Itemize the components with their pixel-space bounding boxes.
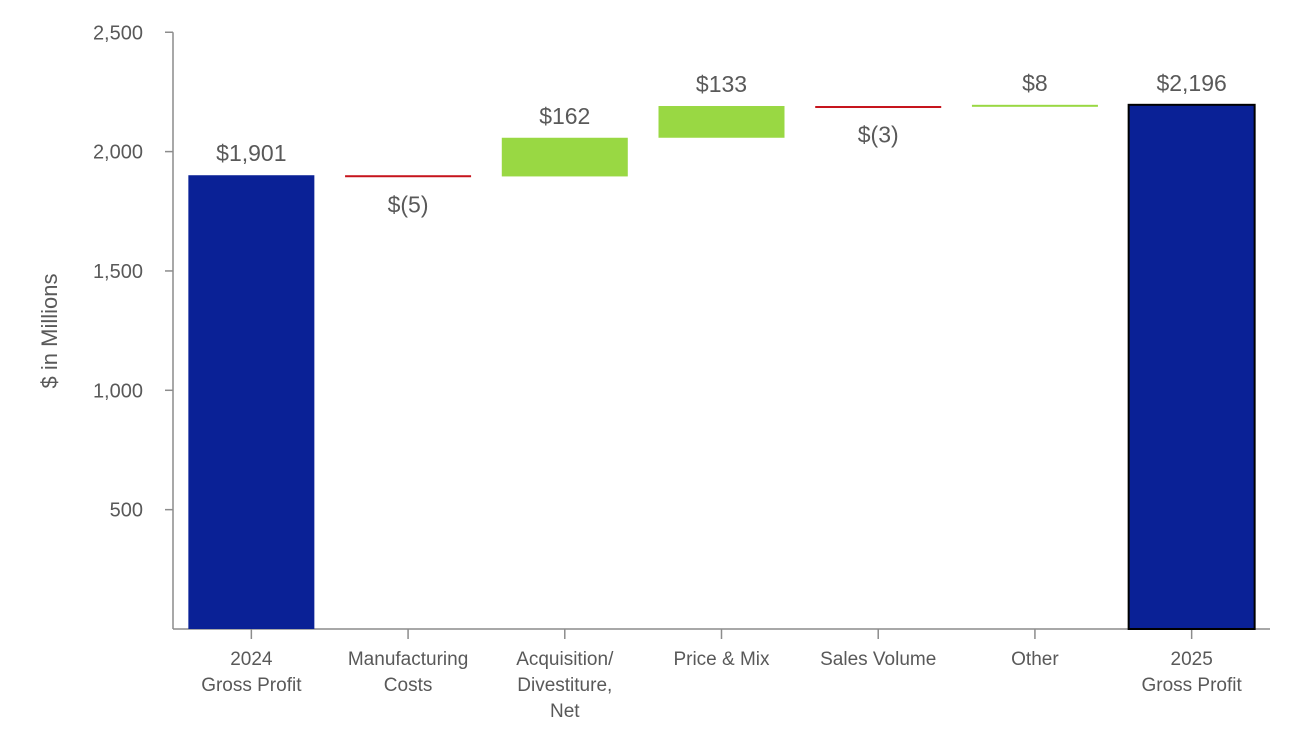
- category-label-line: Net: [550, 701, 580, 722]
- data-label: $8: [1022, 70, 1048, 96]
- category-label: 2025 Gross Profit: [1141, 649, 1242, 696]
- category-label-line: Gross Profit: [201, 675, 302, 696]
- category-label-line: Sales Volume: [820, 649, 936, 670]
- y-axis-title: $ in Millions: [37, 274, 62, 389]
- category-label-line: Manufacturing: [348, 649, 468, 670]
- category-label: Price & Mix: [673, 649, 770, 670]
- data-label: $(3): [858, 122, 899, 148]
- y-tick-label: 500: [110, 500, 143, 522]
- category-label: 2024 Gross Profit: [201, 649, 302, 696]
- category-label: Sales Volume: [820, 649, 936, 670]
- category-label-line: Acquisition/: [516, 649, 614, 670]
- data-label: $162: [539, 103, 590, 129]
- bar-increase: [971, 104, 1098, 107]
- data-label: $133: [696, 71, 747, 97]
- bar-decrease: [815, 106, 942, 109]
- y-tick-label: 1,000: [93, 380, 143, 402]
- bar-total: [188, 175, 315, 629]
- category-label: Acquisition/Divestiture, Net: [516, 649, 614, 722]
- y-tick-label: 2,500: [93, 22, 143, 44]
- data-label: $1,901: [216, 140, 286, 166]
- bar-total: [1127, 103, 1256, 630]
- category-label: Other: [1011, 649, 1059, 670]
- category-label-line: 2024: [230, 649, 273, 670]
- category-label-line: 2025: [1171, 649, 1213, 670]
- category-label-line: Costs: [384, 675, 433, 696]
- category-label: Manufacturing Costs: [348, 649, 468, 696]
- category-label-line: Other: [1011, 649, 1059, 670]
- bar-decrease: [345, 175, 472, 178]
- category-label-line: Price & Mix: [673, 649, 770, 670]
- bar-increase: [658, 106, 785, 138]
- bar-increase: [501, 137, 628, 177]
- data-label: $2,196: [1156, 70, 1226, 96]
- category-label-line: Divestiture,: [517, 675, 612, 696]
- category-label-line: Gross Profit: [1141, 675, 1242, 696]
- y-tick-label: 1,500: [93, 261, 143, 283]
- y-tick-label: 2,000: [93, 142, 143, 164]
- data-label: $(5): [388, 191, 429, 217]
